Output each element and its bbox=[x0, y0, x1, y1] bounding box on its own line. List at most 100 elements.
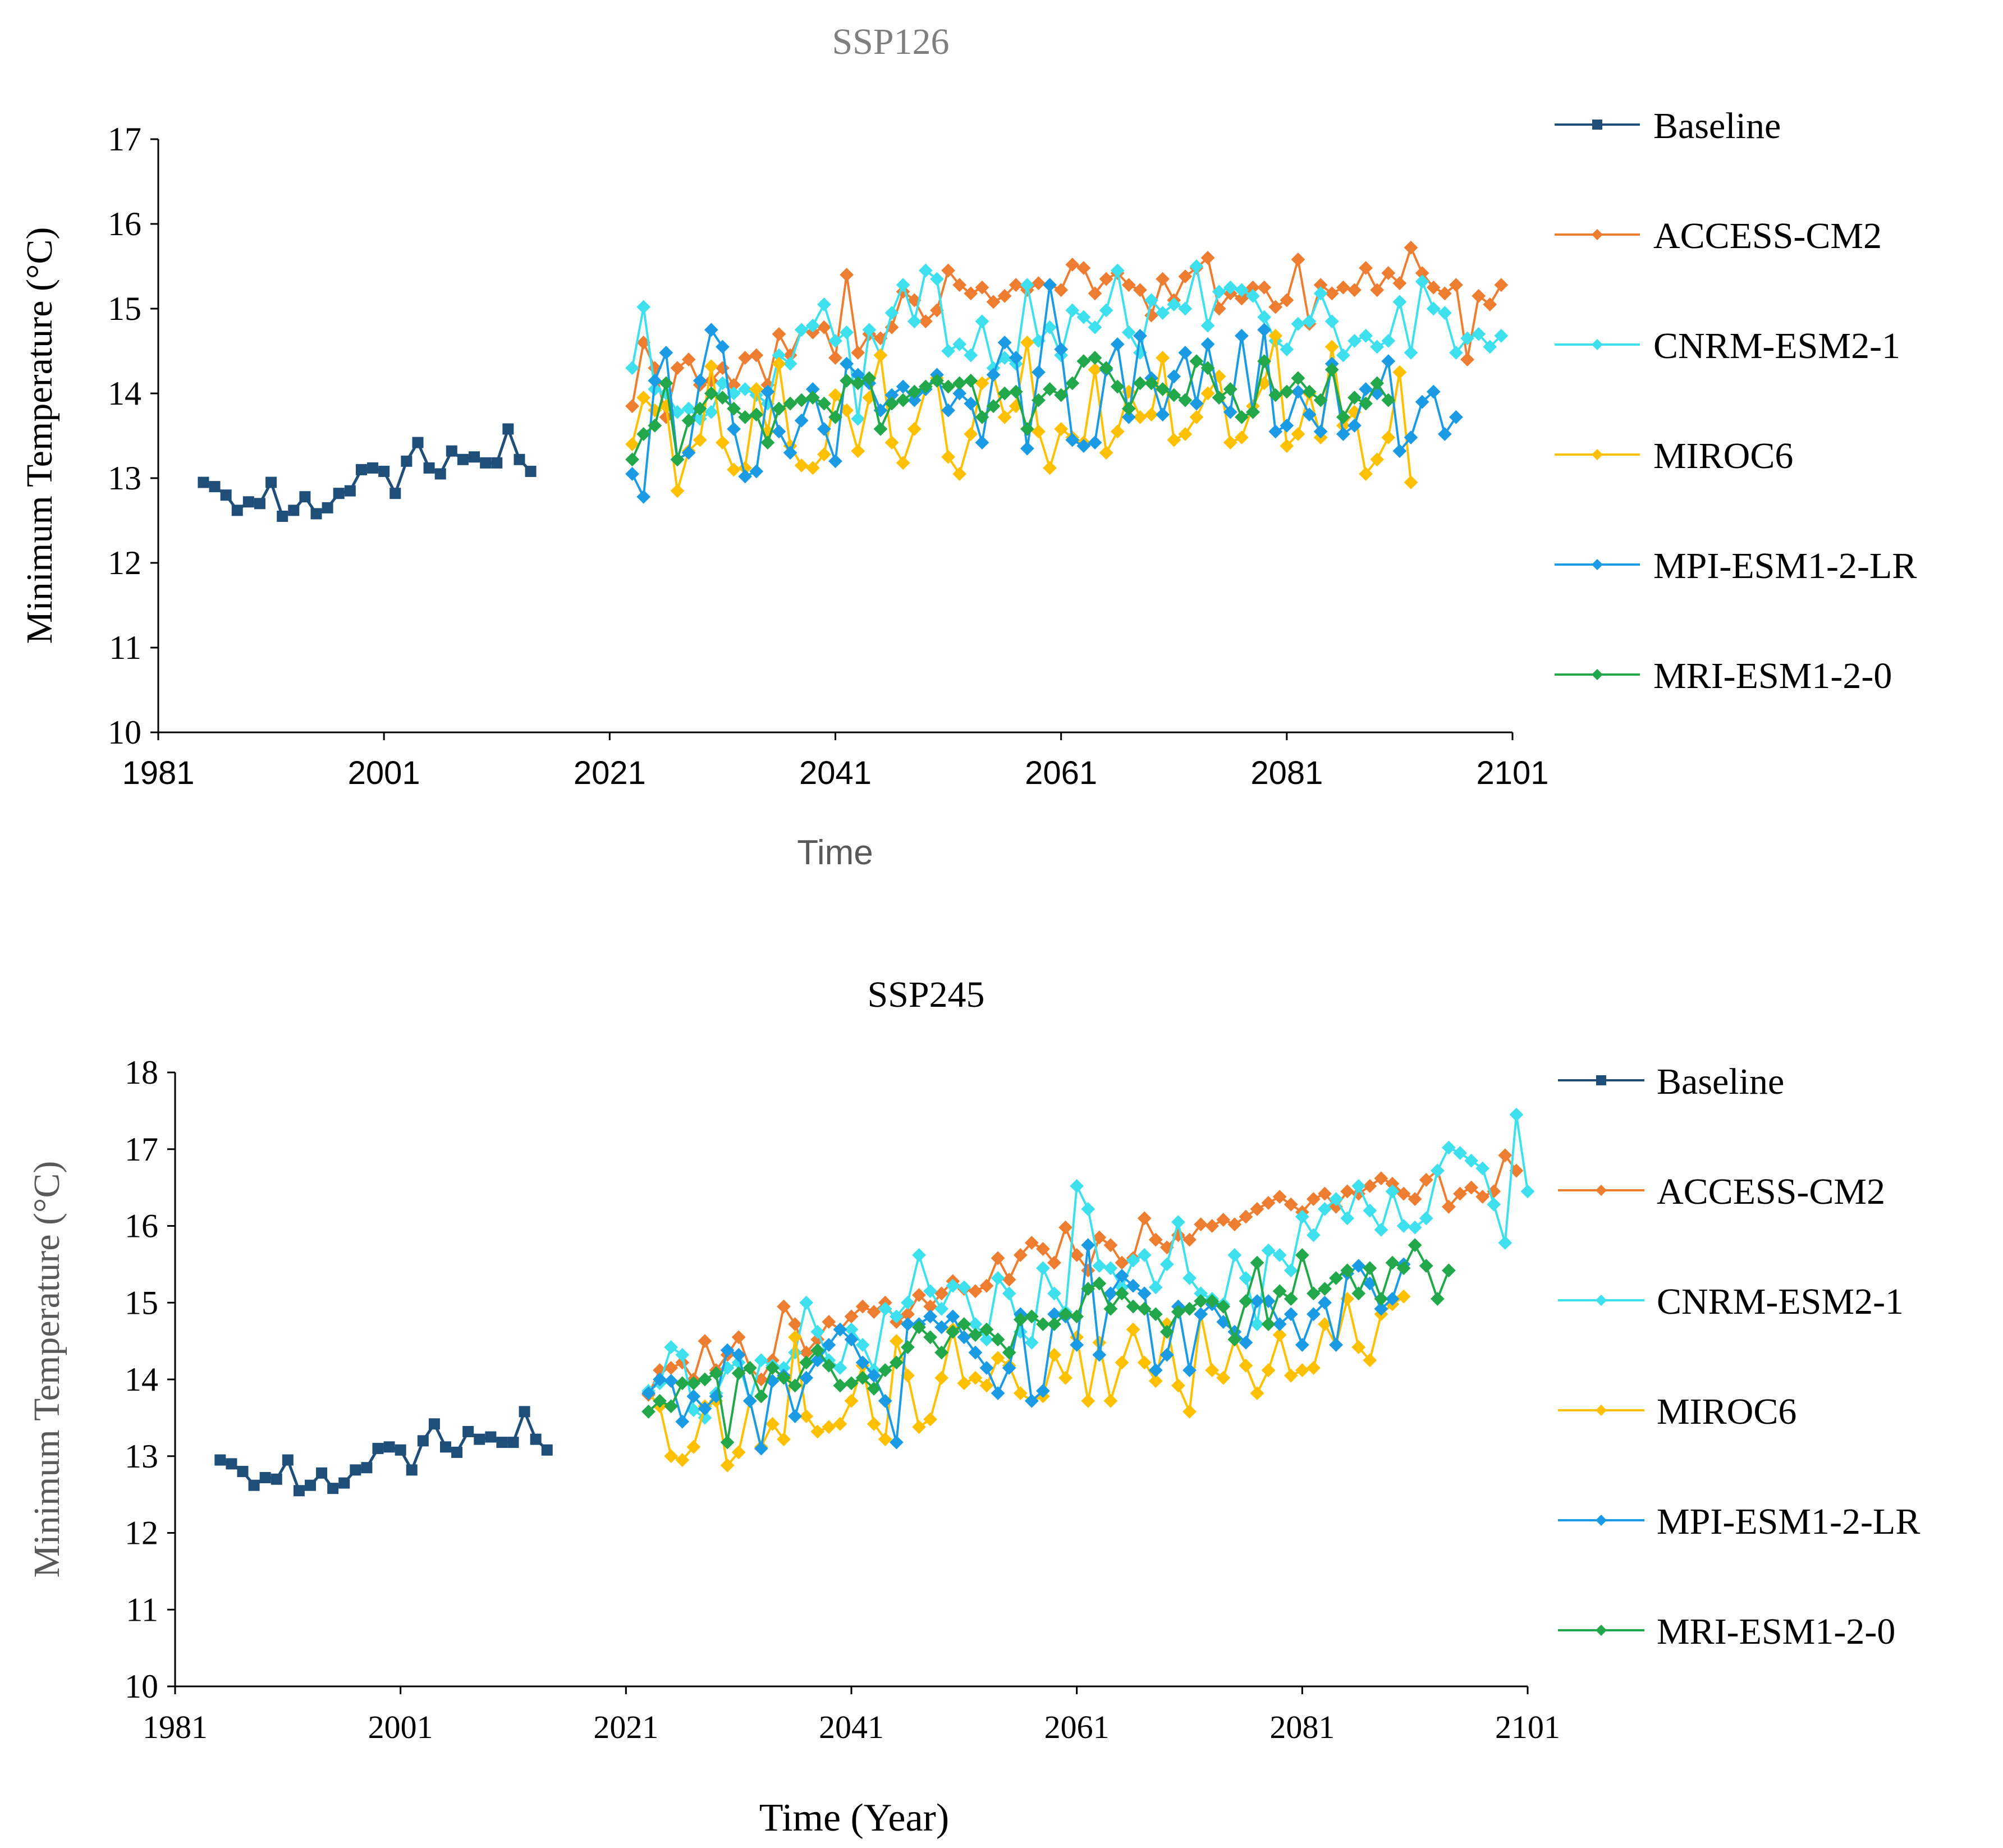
data-point bbox=[1024, 1335, 1039, 1350]
data-point bbox=[1284, 1263, 1298, 1278]
data-point bbox=[704, 323, 718, 337]
data-point bbox=[209, 481, 221, 493]
data-point bbox=[1054, 422, 1069, 436]
y-tick-label: 15 bbox=[125, 1284, 158, 1321]
data-point bbox=[1167, 369, 1181, 384]
data-point bbox=[670, 484, 685, 498]
data-point bbox=[1002, 1286, 1016, 1301]
x-tick-label: 2001 bbox=[348, 755, 420, 791]
data-point bbox=[248, 1479, 260, 1491]
data-point bbox=[709, 1366, 723, 1381]
y-axis-label: Minimum Temperature (°C) bbox=[19, 227, 60, 644]
data-point bbox=[1313, 393, 1328, 407]
data-point bbox=[1257, 280, 1272, 295]
data-point bbox=[794, 393, 809, 407]
data-point bbox=[716, 391, 730, 405]
data-point bbox=[636, 391, 651, 405]
data-point bbox=[1437, 306, 1452, 320]
data-point bbox=[1182, 1301, 1197, 1316]
y-tick-label: 13 bbox=[125, 1438, 158, 1475]
legend-label: CNRM-ESM2-1 bbox=[1653, 325, 1900, 366]
legend-marker bbox=[1596, 1625, 1607, 1636]
data-point bbox=[641, 1405, 656, 1419]
data-point bbox=[220, 489, 232, 501]
data-point bbox=[873, 422, 888, 436]
series-baseline bbox=[214, 1406, 553, 1497]
data-point bbox=[991, 1351, 1005, 1365]
data-point bbox=[851, 444, 865, 458]
data-point bbox=[1159, 1324, 1174, 1339]
data-point bbox=[833, 1361, 847, 1375]
data-point bbox=[1396, 1261, 1411, 1276]
data-point bbox=[1324, 340, 1339, 354]
data-point bbox=[907, 393, 922, 407]
data-point bbox=[1032, 393, 1046, 407]
legend-label: MIROC6 bbox=[1657, 1391, 1796, 1432]
data-point bbox=[817, 297, 831, 311]
y-tick-label: 14 bbox=[108, 375, 141, 412]
data-point bbox=[1058, 1370, 1072, 1385]
data-point bbox=[1442, 1263, 1456, 1278]
data-point bbox=[1009, 351, 1023, 365]
data-point bbox=[1200, 386, 1215, 401]
legend-label: CNRM-ESM2-1 bbox=[1657, 1281, 1904, 1322]
legend-marker bbox=[1592, 449, 1603, 460]
data-point bbox=[844, 1376, 859, 1391]
data-point bbox=[1430, 1291, 1445, 1306]
data-point bbox=[867, 1416, 881, 1431]
data-point bbox=[1178, 301, 1193, 316]
data-point bbox=[884, 435, 899, 450]
data-point bbox=[1115, 1255, 1129, 1270]
legend: Baseline ACCESS-CM2 CNRM-ESM2-1 MIROC6 MPI-E… bbox=[1555, 106, 1917, 696]
data-point bbox=[975, 410, 989, 424]
data-point bbox=[1036, 1317, 1050, 1331]
y-tick-label: 16 bbox=[108, 205, 141, 242]
data-point bbox=[1475, 1161, 1490, 1176]
data-point bbox=[333, 488, 345, 499]
data-point bbox=[1065, 376, 1080, 391]
data-point bbox=[1449, 346, 1463, 360]
data-point bbox=[1178, 346, 1193, 360]
data-point bbox=[1020, 335, 1034, 350]
data-point bbox=[653, 1372, 667, 1387]
data-point bbox=[1359, 467, 1373, 481]
data-point bbox=[975, 435, 989, 450]
data-point bbox=[1295, 1248, 1309, 1262]
data-point bbox=[1347, 283, 1362, 297]
data-point bbox=[794, 323, 809, 337]
data-point bbox=[372, 1443, 384, 1455]
data-point bbox=[1013, 1386, 1028, 1401]
data-point bbox=[1483, 340, 1497, 354]
data-point bbox=[817, 447, 831, 462]
data-point bbox=[1200, 318, 1215, 333]
data-point bbox=[507, 1437, 519, 1448]
data-point bbox=[1092, 1259, 1107, 1273]
data-point bbox=[502, 423, 514, 435]
data-point bbox=[1189, 396, 1204, 411]
data-point bbox=[1280, 439, 1294, 453]
data-point bbox=[259, 1472, 271, 1484]
data-point bbox=[541, 1444, 553, 1456]
y-tick-label: 11 bbox=[126, 1591, 158, 1628]
data-point bbox=[1460, 352, 1474, 367]
data-point bbox=[675, 1453, 690, 1468]
legend-item-baseline: Baseline bbox=[1555, 106, 1781, 146]
data-point bbox=[1404, 430, 1418, 444]
data-point bbox=[867, 1305, 881, 1319]
x-tick-label: 2021 bbox=[574, 755, 646, 791]
data-point bbox=[1329, 1271, 1343, 1285]
data-point bbox=[727, 401, 741, 416]
data-point bbox=[1043, 278, 1057, 292]
data-point bbox=[934, 1286, 949, 1301]
series-layer bbox=[214, 1107, 1535, 1497]
legend-item-cnrm: CNRM-ESM2-1 bbox=[1558, 1281, 1904, 1322]
data-point bbox=[788, 1409, 802, 1424]
data-point bbox=[1065, 258, 1080, 272]
legend-label: MIROC6 bbox=[1653, 435, 1793, 476]
data-point bbox=[1437, 427, 1452, 441]
data-point bbox=[896, 278, 910, 292]
data-point bbox=[1171, 1378, 1185, 1393]
data-point bbox=[1426, 301, 1441, 316]
data-point bbox=[1347, 391, 1362, 405]
data-point bbox=[704, 405, 718, 419]
